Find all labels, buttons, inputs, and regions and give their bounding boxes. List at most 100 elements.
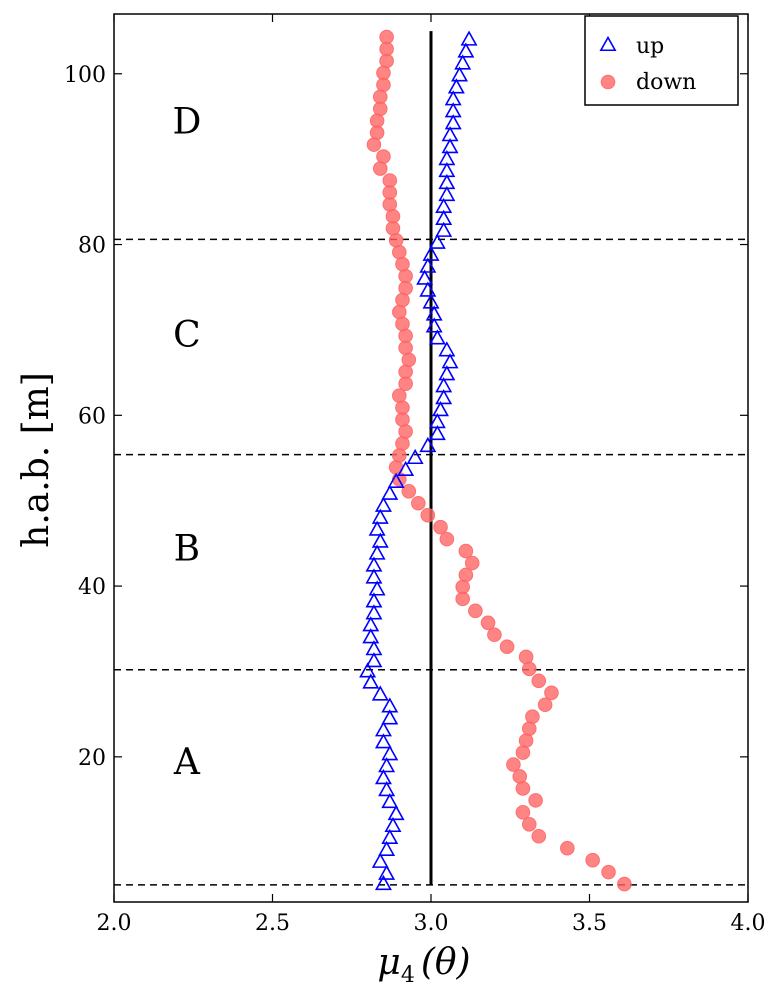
data-point-up — [438, 341, 456, 357]
data-point-down — [464, 555, 480, 571]
data-point-down — [601, 864, 616, 880]
data-point-up — [451, 66, 469, 82]
data-point-down — [420, 507, 436, 523]
data-point-up — [435, 221, 453, 237]
data-point-up — [454, 54, 472, 70]
data-point-down — [506, 757, 521, 772]
data-point-down — [458, 567, 474, 583]
data-point-up — [362, 616, 380, 632]
data-point-up — [438, 365, 456, 381]
data-point-up — [374, 874, 392, 891]
data-point-up — [419, 436, 437, 453]
data-point-up — [381, 709, 399, 725]
x-tick-label: 3.5 — [572, 911, 607, 936]
data-point-down — [560, 840, 575, 856]
data-point-up — [374, 733, 392, 749]
legend-marker-down — [600, 74, 616, 90]
data-point-up — [381, 792, 399, 809]
data-point-up — [371, 852, 389, 868]
data-point-down — [585, 852, 600, 868]
data-point-down — [458, 543, 474, 559]
data-point-down — [518, 649, 534, 665]
data-point-down — [499, 639, 515, 655]
data-point-up — [441, 126, 459, 142]
legend-box — [584, 15, 739, 106]
region-labels: A B C D — [172, 102, 201, 783]
x-tick-label: 3.0 — [414, 911, 449, 936]
data-point-up — [435, 197, 453, 214]
x-axis-label-arg: (θ) — [421, 942, 471, 983]
data-point-up — [441, 353, 459, 369]
data-point-up — [378, 757, 396, 773]
data-point-down — [395, 400, 410, 415]
data-point-up — [365, 592, 383, 608]
data-point-up — [371, 508, 389, 524]
data-point-down — [398, 424, 413, 439]
data-point-down — [521, 721, 537, 736]
y-tick-label: 80 — [78, 234, 106, 259]
data-point-up — [374, 769, 392, 785]
data-point-down — [401, 484, 417, 499]
data-point-up — [368, 520, 386, 536]
data-point-up — [368, 580, 386, 596]
data-point-up — [368, 544, 386, 560]
legend-label-down: down — [636, 70, 696, 95]
data-point-up — [365, 640, 383, 656]
data-point-up — [371, 685, 389, 701]
data-point-up — [425, 305, 443, 321]
data-point-up — [374, 721, 392, 737]
data-point-up — [387, 804, 405, 821]
data-point-down — [395, 316, 410, 332]
data-point-up — [444, 90, 462, 106]
data-point-up — [378, 840, 396, 856]
data-point-up — [362, 673, 380, 689]
data-point-down — [398, 268, 413, 284]
x-axis-label-main: μ — [377, 942, 400, 983]
data-point-up — [422, 293, 440, 309]
data-point-up — [381, 745, 399, 761]
series-down — [366, 29, 632, 892]
data-point-up — [365, 556, 383, 572]
data-point-down — [366, 137, 382, 152]
data-point-up — [447, 78, 465, 94]
data-point-down — [392, 448, 407, 463]
data-point-up — [416, 269, 434, 285]
data-point-up — [419, 281, 437, 297]
data-point-up — [428, 233, 446, 249]
data-point-down — [411, 495, 426, 511]
data-point-up — [435, 377, 453, 393]
axis-ticks: 2.0 2.5 3.0 3.5 4.0 20 40 60 80 100 — [64, 14, 766, 936]
data-point-up — [365, 604, 383, 620]
data-point-down — [379, 29, 394, 45]
data-point-up — [460, 30, 478, 46]
data-point-up — [432, 401, 449, 417]
data-point-up — [359, 662, 377, 678]
data-point-down — [395, 292, 410, 308]
data-point-down — [537, 697, 553, 713]
data-point-down — [395, 436, 410, 451]
data-point-down — [392, 304, 407, 320]
x-tick-label: 2.0 — [97, 911, 132, 936]
plot-frame — [113, 13, 749, 903]
y-tick-label: 60 — [78, 404, 106, 429]
data-point-up — [381, 484, 399, 500]
data-point-up — [428, 424, 446, 441]
data-point-down — [392, 388, 407, 403]
data-point-up — [365, 568, 383, 584]
data-point-down — [512, 769, 528, 784]
data-point-up — [438, 150, 456, 166]
data-point-up — [438, 173, 456, 190]
data-point-up — [374, 496, 392, 512]
data-point-down — [372, 161, 388, 176]
data-point-down — [392, 244, 407, 260]
data-point-up — [365, 652, 383, 668]
data-point-down — [372, 89, 388, 105]
data-point-down — [398, 364, 413, 380]
x-tick-label: 2.5 — [255, 911, 290, 936]
region-label-a: A — [173, 742, 201, 783]
x-tick-label: 4.0 — [731, 911, 766, 936]
x-axis-label: μ4 (θ) — [377, 942, 470, 988]
data-point-down — [468, 603, 483, 619]
data-point-down — [521, 661, 537, 677]
